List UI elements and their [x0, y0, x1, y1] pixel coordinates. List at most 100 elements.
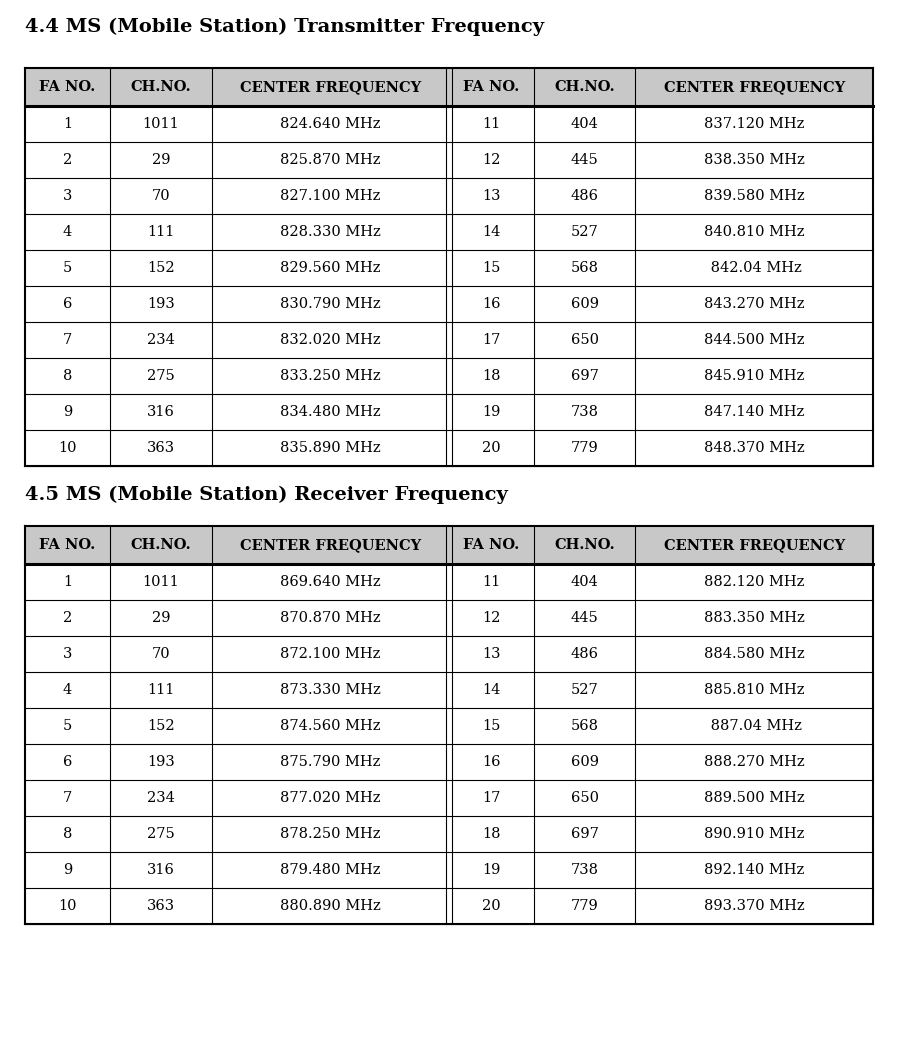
- Text: 872.100 MHz: 872.100 MHz: [280, 647, 381, 661]
- Text: 14: 14: [482, 225, 500, 239]
- Text: 18: 18: [482, 369, 501, 383]
- Text: 697: 697: [571, 827, 599, 840]
- Text: 847.140 MHz: 847.140 MHz: [704, 405, 805, 419]
- Text: 10: 10: [58, 899, 77, 913]
- Text: FA NO.: FA NO.: [40, 538, 96, 552]
- Text: 879.480 MHz: 879.480 MHz: [280, 863, 381, 877]
- Text: 527: 527: [571, 225, 598, 239]
- Text: 568: 568: [570, 719, 599, 733]
- Text: 316: 316: [147, 863, 175, 877]
- Text: 835.890 MHz: 835.890 MHz: [280, 441, 381, 455]
- Text: 17: 17: [482, 791, 500, 805]
- Text: 833.250 MHz: 833.250 MHz: [280, 369, 381, 383]
- Text: 882.120 MHz: 882.120 MHz: [704, 575, 805, 589]
- Text: 9: 9: [63, 405, 72, 419]
- Text: 1011: 1011: [143, 117, 180, 131]
- Text: 14: 14: [482, 683, 500, 697]
- Text: 883.350 MHz: 883.350 MHz: [704, 611, 805, 625]
- Text: 839.580 MHz: 839.580 MHz: [704, 189, 805, 203]
- Text: 878.250 MHz: 878.250 MHz: [280, 827, 381, 840]
- Text: 609: 609: [570, 755, 599, 769]
- Text: 3: 3: [63, 189, 72, 203]
- Text: 15: 15: [482, 719, 500, 733]
- Text: 193: 193: [147, 755, 174, 769]
- Text: 738: 738: [570, 863, 599, 877]
- Text: 843.270 MHz: 843.270 MHz: [704, 297, 805, 311]
- Text: 877.020 MHz: 877.020 MHz: [280, 791, 381, 805]
- Text: 20: 20: [482, 441, 501, 455]
- Text: 18: 18: [482, 827, 501, 840]
- Text: 873.330 MHz: 873.330 MHz: [280, 683, 381, 697]
- Text: CH.NO.: CH.NO.: [554, 538, 615, 552]
- Text: 840.810 MHz: 840.810 MHz: [704, 225, 805, 239]
- Text: 650: 650: [570, 791, 599, 805]
- Text: CENTER FREQUENCY: CENTER FREQUENCY: [664, 538, 845, 552]
- Text: CH.NO.: CH.NO.: [130, 80, 191, 94]
- Text: 697: 697: [571, 369, 599, 383]
- Text: 738: 738: [570, 405, 599, 419]
- Text: 16: 16: [482, 297, 501, 311]
- Text: 4: 4: [63, 683, 72, 697]
- Bar: [25, 106, 873, 466]
- Text: 609: 609: [570, 297, 599, 311]
- Text: 4.4 MS (Mobile Station) Transmitter Frequency: 4.4 MS (Mobile Station) Transmitter Freq…: [25, 18, 544, 37]
- Text: 884.580 MHz: 884.580 MHz: [704, 647, 805, 661]
- Text: 650: 650: [570, 333, 599, 347]
- Text: 885.810 MHz: 885.810 MHz: [704, 683, 805, 697]
- Text: 842.04 MHz: 842.04 MHz: [707, 261, 802, 275]
- Text: 404: 404: [571, 117, 599, 131]
- Text: 887.04 MHz: 887.04 MHz: [706, 719, 802, 733]
- Text: 13: 13: [482, 647, 501, 661]
- Text: 825.870 MHz: 825.870 MHz: [280, 153, 381, 167]
- Text: 363: 363: [146, 441, 175, 455]
- Text: 5: 5: [63, 261, 72, 275]
- Text: 568: 568: [570, 261, 599, 275]
- Text: 2: 2: [63, 611, 72, 625]
- Text: 70: 70: [152, 189, 170, 203]
- Text: 4.5 MS (Mobile Station) Receiver Frequency: 4.5 MS (Mobile Station) Receiver Frequen…: [25, 486, 508, 504]
- Text: 275: 275: [147, 827, 174, 840]
- Text: 893.370 MHz: 893.370 MHz: [704, 899, 805, 913]
- Text: 193: 193: [147, 297, 174, 311]
- Text: 4: 4: [63, 225, 72, 239]
- Text: 837.120 MHz: 837.120 MHz: [704, 117, 805, 131]
- Text: 845.910 MHz: 845.910 MHz: [704, 369, 805, 383]
- Text: FA NO.: FA NO.: [40, 80, 96, 94]
- Text: 1011: 1011: [143, 575, 180, 589]
- Text: 15: 15: [482, 261, 500, 275]
- Text: 12: 12: [482, 611, 500, 625]
- Text: 5: 5: [63, 719, 72, 733]
- Text: 824.640 MHz: 824.640 MHz: [280, 117, 381, 131]
- Text: 889.500 MHz: 889.500 MHz: [704, 791, 805, 805]
- Text: 890.910 MHz: 890.910 MHz: [704, 827, 805, 840]
- Bar: [25, 526, 873, 564]
- Bar: [25, 68, 873, 106]
- Text: 152: 152: [147, 261, 174, 275]
- Text: 19: 19: [482, 863, 500, 877]
- Text: CENTER FREQUENCY: CENTER FREQUENCY: [240, 80, 421, 94]
- Text: 445: 445: [571, 611, 598, 625]
- Text: 316: 316: [147, 405, 175, 419]
- Text: 527: 527: [571, 683, 598, 697]
- Text: 3: 3: [63, 647, 72, 661]
- Text: 1: 1: [63, 117, 72, 131]
- Text: 234: 234: [147, 791, 175, 805]
- Text: 363: 363: [146, 899, 175, 913]
- Text: CENTER FREQUENCY: CENTER FREQUENCY: [240, 538, 421, 552]
- Text: 17: 17: [482, 333, 500, 347]
- Text: FA NO.: FA NO.: [463, 538, 520, 552]
- Text: 870.870 MHz: 870.870 MHz: [280, 611, 381, 625]
- Text: 8: 8: [63, 827, 72, 840]
- Text: FA NO.: FA NO.: [463, 80, 520, 94]
- Text: 29: 29: [152, 611, 170, 625]
- Text: 10: 10: [58, 441, 77, 455]
- Text: 404: 404: [571, 575, 599, 589]
- Text: 19: 19: [482, 405, 500, 419]
- Text: 11: 11: [482, 117, 500, 131]
- Text: 1: 1: [63, 575, 72, 589]
- Text: 445: 445: [571, 153, 598, 167]
- Text: 832.020 MHz: 832.020 MHz: [280, 333, 381, 347]
- Text: 880.890 MHz: 880.890 MHz: [280, 899, 381, 913]
- Text: 838.350 MHz: 838.350 MHz: [704, 153, 805, 167]
- Bar: [25, 564, 873, 924]
